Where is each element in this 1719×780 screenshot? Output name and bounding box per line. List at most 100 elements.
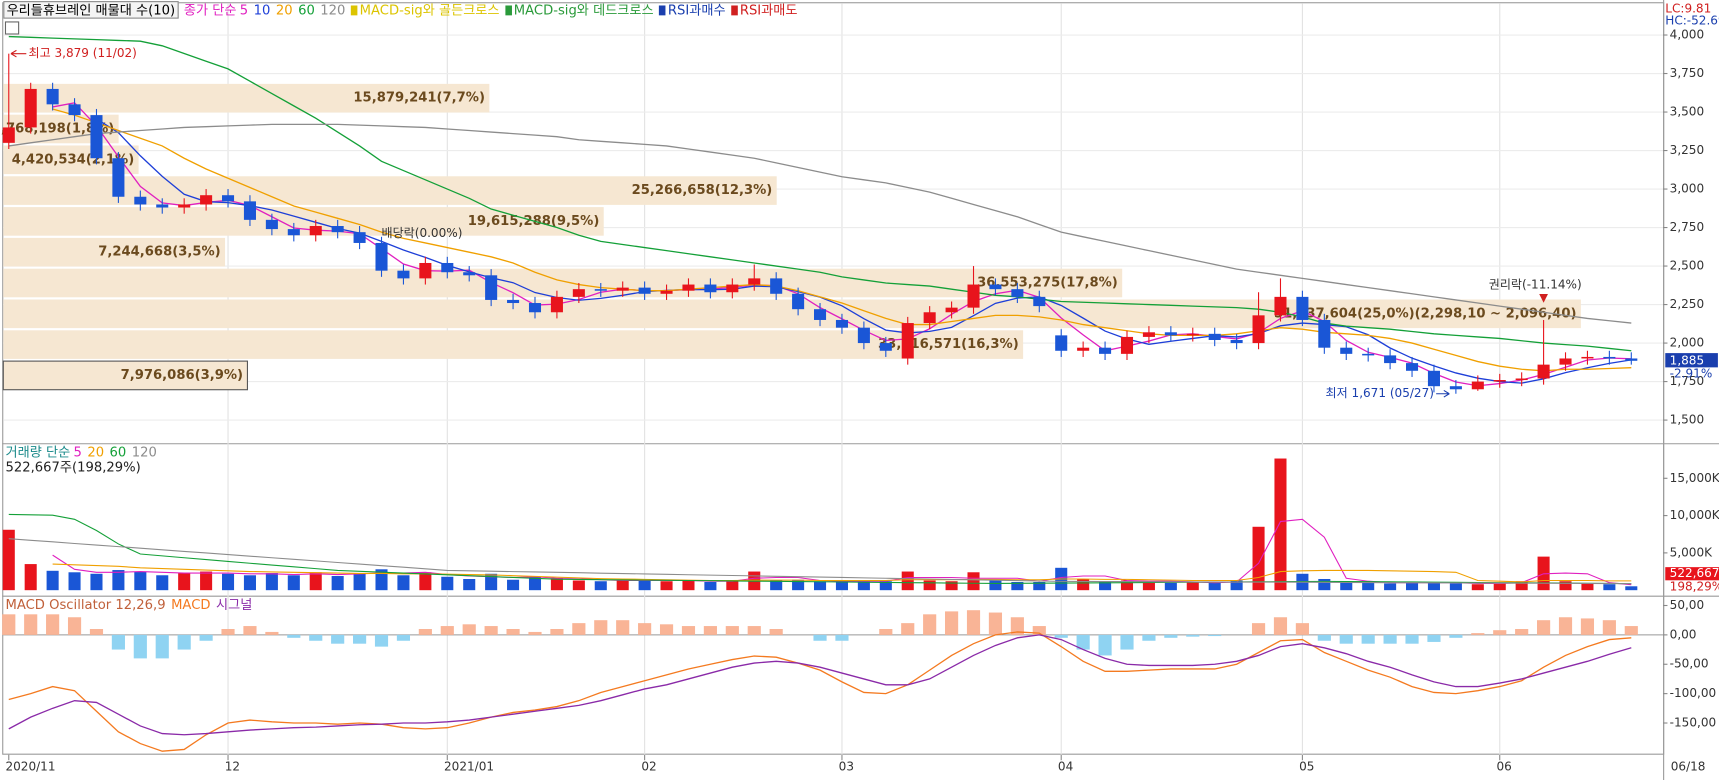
volume-bar xyxy=(441,576,454,591)
line xyxy=(8,631,1632,752)
candle-body xyxy=(24,88,37,128)
oscillator-bar xyxy=(67,617,82,635)
oscillator-bar xyxy=(1427,634,1441,642)
legend-entry: 60 xyxy=(109,444,127,460)
oscillator-bar xyxy=(265,631,279,635)
candle-body xyxy=(1406,363,1419,371)
volume-bar xyxy=(901,571,914,591)
candle-body xyxy=(1493,380,1506,382)
event-marker xyxy=(1539,293,1548,303)
oscillator-bar xyxy=(1076,634,1090,650)
volume-bar xyxy=(967,572,980,591)
volume-bar xyxy=(528,576,542,591)
legend-icon xyxy=(505,5,512,16)
volume-bar xyxy=(1208,582,1221,591)
volume-bar xyxy=(200,571,213,591)
volume-bar xyxy=(660,581,673,591)
oscillator-bar xyxy=(221,629,235,635)
line xyxy=(8,35,1632,352)
oscillator-bar xyxy=(1317,634,1331,641)
volume-bar xyxy=(156,575,169,591)
oscillator-bar xyxy=(1208,634,1222,637)
y-tick-label: 2,250 xyxy=(1670,297,1704,311)
candle-body xyxy=(1362,353,1375,356)
oscillator-bar xyxy=(111,634,125,650)
volume-profile-label: 25,266,658(12,3%) xyxy=(632,183,773,198)
candle-body xyxy=(1055,335,1068,351)
candle-body xyxy=(1164,332,1177,336)
volume-bar xyxy=(572,580,585,591)
volume-bar xyxy=(134,571,147,591)
volume-bar xyxy=(923,580,936,591)
candle-body xyxy=(1603,356,1616,359)
oscillator-bar xyxy=(988,612,1003,635)
oscillator-bar xyxy=(1032,626,1046,635)
volume-bar xyxy=(178,573,191,591)
candle-body xyxy=(1208,333,1221,340)
legend-entry: 10 xyxy=(253,2,271,18)
low-note: 최저 1,671 (05/27) xyxy=(1326,386,1434,400)
x-tick-label: 12 xyxy=(225,759,240,773)
candle-body xyxy=(923,312,936,324)
candle-body xyxy=(507,299,520,304)
candle-body xyxy=(528,303,542,313)
volume-bar xyxy=(1340,581,1353,591)
volume-bar xyxy=(594,581,607,591)
candle-body xyxy=(397,270,410,279)
candle-body xyxy=(814,309,827,320)
oscillator-bar xyxy=(1383,634,1397,644)
candle-body xyxy=(222,195,235,202)
candle-body xyxy=(945,307,958,313)
candle-body xyxy=(857,327,870,344)
y-tick-label: 50,00 xyxy=(1670,598,1704,612)
candle-body xyxy=(660,290,673,294)
volume-bar xyxy=(68,572,81,591)
volume-bar xyxy=(1493,583,1506,591)
candle-body xyxy=(1099,347,1112,354)
volume-bar xyxy=(1120,580,1134,591)
oscillator-bar xyxy=(835,634,849,641)
candle-body xyxy=(287,229,300,236)
candle-body xyxy=(967,284,980,308)
volume-bar xyxy=(638,580,651,591)
y-tick-label: 1,750 xyxy=(1670,374,1704,388)
oscillator-bar xyxy=(1558,617,1573,635)
volume-bar xyxy=(1142,581,1155,591)
candle-body xyxy=(1252,315,1265,344)
candle-body xyxy=(1515,378,1528,381)
volume-bar xyxy=(945,581,958,591)
oscillator-bar xyxy=(813,634,827,641)
volume-profile-label: 7,244,668(3,5%) xyxy=(98,245,220,260)
candle-body xyxy=(1449,386,1462,390)
y-tick-label: 3,750 xyxy=(1670,66,1704,80)
legend-icon xyxy=(350,5,358,16)
oscillator-bar xyxy=(1449,634,1463,638)
volume-bar xyxy=(1515,581,1528,591)
note-arrow xyxy=(1436,389,1450,398)
y-tick-label: 2,000 xyxy=(1670,336,1704,350)
oscillator-bar xyxy=(24,614,38,635)
legend-entry: 120 xyxy=(320,2,346,18)
candle-body xyxy=(265,219,278,230)
oscillator-bar xyxy=(616,620,630,635)
last-volume-box xyxy=(1665,567,1719,581)
oscillator-bar xyxy=(1120,634,1134,650)
oscillator-bar xyxy=(353,634,367,644)
oscillator-bar xyxy=(945,611,959,635)
volume-bar xyxy=(1362,582,1375,591)
candle-body xyxy=(46,88,59,105)
candle-body xyxy=(331,226,344,233)
volume-bar xyxy=(1471,584,1484,591)
candle-body xyxy=(1537,364,1550,379)
oscillator-bar xyxy=(1186,634,1200,637)
oscillator-bar xyxy=(1142,634,1156,641)
volume-bar xyxy=(419,572,432,591)
volume-bar xyxy=(682,580,695,591)
candle-body xyxy=(112,158,125,197)
oscillator-bar xyxy=(528,631,542,635)
volume-bar xyxy=(704,581,717,591)
y-tick-label: 15,000K xyxy=(1670,471,1719,485)
oscillator-bar xyxy=(155,634,169,659)
volume-bar xyxy=(287,575,300,591)
